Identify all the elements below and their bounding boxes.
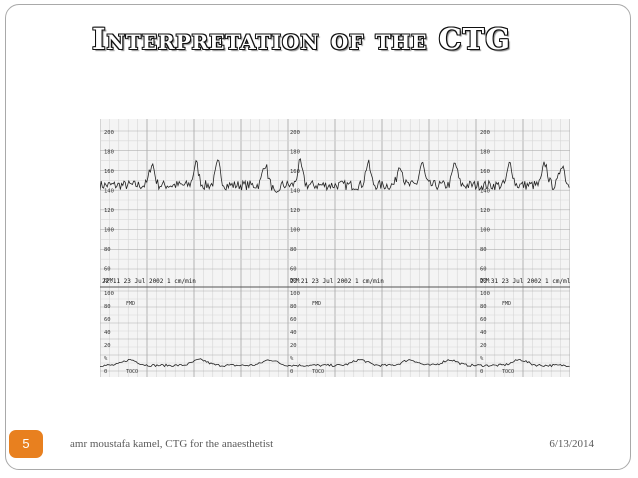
toco-label: TOCO <box>502 369 514 375</box>
fhr-scale-label: 100 <box>104 228 114 234</box>
bpm-label: BPM <box>104 278 113 284</box>
fmd-label: FMD <box>126 301 135 307</box>
panel-header: 22:21 23 Jul 2002 1 cm/min <box>290 278 384 285</box>
ctg-trace-image: 200 180 160 140 120 100 80 60 BPM 100 80 60 40 20% 0 TO… <box>100 119 570 377</box>
fhr-scale-label: 180 <box>104 150 114 156</box>
fhr-scale-label: 100 <box>480 228 490 234</box>
panel-header: 22:31 23 Jul 2002 1 cm/ml <box>480 278 570 285</box>
fhr-scale-label: 60 <box>480 267 487 273</box>
slide-number-badge: 5 <box>9 430 43 458</box>
toco-scale-label: 40 <box>480 330 487 336</box>
fhr-scale-label: 120 <box>480 208 490 214</box>
bpm-label: BPM <box>480 278 489 284</box>
toco-scale-label: 80 <box>480 304 487 310</box>
ctg-panel-headers: 22:11 23 Jul 2002 1 cm/min 22:21 23 Jul 2… <box>102 278 570 285</box>
toco-scale-label: 100 <box>480 291 490 297</box>
fhr-scale-label: 60 <box>290 267 297 273</box>
fhr-scale-label: 120 <box>104 208 114 214</box>
fhr-scale-label: 100 <box>290 228 300 234</box>
panel-header: 22:11 23 Jul 2002 1 cm/min <box>102 278 196 285</box>
toco-scale-label: 60 <box>480 317 487 323</box>
fhr-scale-label: 80 <box>104 247 111 253</box>
slide-footer-text: amr moustafa kamel, CTG for the anaesthe… <box>70 438 274 450</box>
toco-scale-label: 80 <box>104 304 111 310</box>
fhr-scale-label: 140 <box>104 189 114 195</box>
fhr-scale-label: 60 <box>104 267 111 273</box>
slide-footer-date: 6/13/2014 <box>549 438 594 450</box>
toco-scale-label: 20 <box>480 343 487 349</box>
fhr-scale-label: 180 <box>290 150 300 156</box>
toco-scale-label: % <box>290 356 294 362</box>
toco-scale-label: 0 <box>290 369 293 375</box>
bpm-label: BPM <box>290 278 299 284</box>
toco-scale-label: 100 <box>290 291 300 297</box>
fhr-scale-label: 200 <box>104 130 114 136</box>
fhr-scale-label: 80 <box>480 247 487 253</box>
toco-scale-label: 40 <box>290 330 297 336</box>
toco-scale-label: 80 <box>290 304 297 310</box>
fhr-scale-label: 200 <box>290 130 300 136</box>
toco-scale-label: % <box>480 356 484 362</box>
fhr-scale-label: 140 <box>290 189 300 195</box>
toco-scale-label: 100 <box>104 291 114 297</box>
toco-scale-label: 40 <box>104 330 111 336</box>
toco-scale-label: % <box>104 356 108 362</box>
fhr-scale-label: 160 <box>290 169 300 175</box>
toco-trace-line <box>100 358 570 368</box>
fhr-scale-label: 180 <box>480 150 490 156</box>
toco-scale-label: 0 <box>104 369 107 375</box>
fmd-label: FMD <box>312 301 321 307</box>
slide-title: Interpretation of the CTG <box>92 22 512 56</box>
fhr-scale-label: 200 <box>480 130 490 136</box>
toco-scale-label: 0 <box>480 369 483 375</box>
toco-scale-label: 60 <box>104 317 111 323</box>
fhr-scale-label: 160 <box>480 169 490 175</box>
fmd-label: FMD <box>502 301 511 307</box>
toco-label: TOCO <box>312 369 324 375</box>
ctg-traces <box>100 158 570 368</box>
toco-scale-label: 20 <box>104 343 111 349</box>
fhr-scale-label: 140 <box>480 189 490 195</box>
fhr-scale-label: 120 <box>290 208 300 214</box>
toco-scale-label: 20 <box>290 343 297 349</box>
toco-label: TOCO <box>126 369 138 375</box>
fhr-scale-label: 80 <box>290 247 297 253</box>
fhr-trace-line <box>100 158 570 193</box>
ctg-grid <box>100 119 570 377</box>
fhr-scale-label: 160 <box>104 169 114 175</box>
toco-scale-label: 60 <box>290 317 297 323</box>
